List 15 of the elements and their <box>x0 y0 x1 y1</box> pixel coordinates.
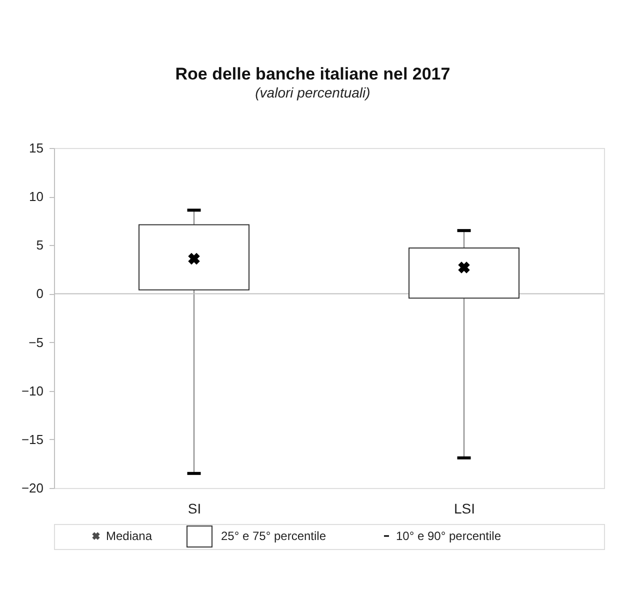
x-tick-label: LSI <box>454 500 476 516</box>
text: Mediana <box>106 529 152 543</box>
y-tick-label: 5 <box>36 238 44 253</box>
y-tick-label: −15 <box>21 432 44 447</box>
chart-subtitle: (valori percentuali) <box>255 84 370 100</box>
y-tick-label: −20 <box>21 480 44 496</box>
x-tick-label: SI <box>188 500 202 516</box>
text: 10° e 90° percentile <box>396 529 502 543</box>
y-tick-label: 0 <box>36 286 44 302</box>
y-tick-label: −10 <box>21 383 44 398</box>
text: 25° e 75° percentile <box>221 529 326 543</box>
y-tick-label: −5 <box>28 334 44 350</box>
y-tick-label: 15 <box>29 140 44 156</box>
y-tick-label: 10 <box>29 189 44 204</box>
chart-title: Roe delle banche italiane nel 2017 <box>175 64 450 84</box>
